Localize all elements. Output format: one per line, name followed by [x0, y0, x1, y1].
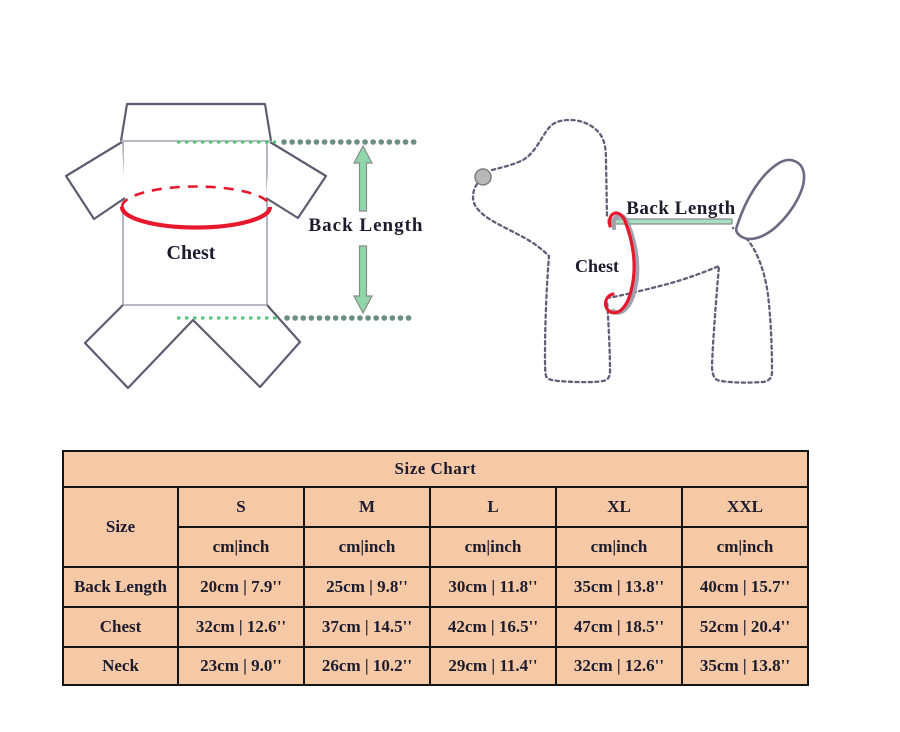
cell-chest-s: 32cm | 12.6'' — [177, 606, 305, 648]
unit-header: cm|inch — [177, 526, 305, 568]
dog-diagram: Chest Back Length — [471, 118, 806, 384]
dog-outline — [471, 118, 774, 384]
size-chart-title: Size Chart — [62, 450, 809, 488]
garment-right-sleeve — [265, 141, 328, 220]
cell-back-length-m: 25cm | 9.8'' — [303, 566, 431, 608]
column-header-m: M — [303, 486, 431, 528]
cell-neck-l: 29cm | 11.4'' — [429, 646, 557, 686]
back-length-arrow-down-icon — [353, 245, 373, 315]
unit-header: cm|inch — [303, 526, 431, 568]
chest-ellipse-dashed-top — [120, 185, 272, 208]
dog-back-length-label: Back Length — [626, 198, 736, 219]
garment-left-sleeve — [64, 141, 126, 221]
chest-strap-shadow — [610, 213, 640, 315]
chest-ellipse-solid-bottom — [119, 206, 273, 230]
column-header-s: S — [177, 486, 305, 528]
column-header-xl: XL — [555, 486, 683, 528]
row-label-neck: Neck — [62, 646, 179, 686]
cell-back-length-l: 30cm | 11.8'' — [429, 566, 557, 608]
back-length-arrow-up-icon — [353, 144, 373, 212]
row-label-back-length: Back Length — [62, 566, 179, 608]
cell-neck-xxl: 35cm | 13.8'' — [681, 646, 809, 686]
cell-chest-m: 37cm | 14.5'' — [303, 606, 431, 648]
column-header-xxl: XXL — [681, 486, 809, 528]
table-row: Neck 23cm | 9.0'' 26cm | 10.2'' 29cm | 1… — [62, 646, 809, 686]
garment-diagram: Chest Back Length — [64, 102, 424, 390]
garment-legs — [83, 304, 302, 390]
unit-header: cm|inch — [555, 526, 683, 568]
dog-chest-label: Chest — [575, 256, 619, 276]
cell-back-length-xxl: 40cm | 15.7'' — [681, 566, 809, 608]
size-corner-header: Size — [62, 486, 179, 568]
size-chart-table: Size Chart Size S M L XL XXL cm|inch cm|… — [62, 450, 809, 686]
cell-neck-s: 23cm | 9.0'' — [177, 646, 305, 686]
cell-neck-xl: 32cm | 12.6'' — [555, 646, 683, 686]
cell-neck-m: 26cm | 10.2'' — [303, 646, 431, 686]
dog-tail — [734, 158, 806, 241]
cell-chest-l: 42cm | 16.5'' — [429, 606, 557, 648]
row-label-chest: Chest — [62, 606, 179, 648]
garment-back-length-label: Back Length — [309, 215, 424, 236]
cell-back-length-xl: 35cm | 13.8'' — [555, 566, 683, 608]
chest-strap-red-curve — [603, 211, 636, 315]
garment-collar — [119, 102, 273, 142]
cell-back-length-s: 20cm | 7.9'' — [177, 566, 305, 608]
unit-header: cm|inch — [429, 526, 557, 568]
table-row: Chest 32cm | 12.6'' 37cm | 14.5'' 42cm |… — [62, 606, 809, 648]
cell-chest-xl: 47cm | 18.5'' — [555, 606, 683, 648]
measurement-diagrams: Chest Back Length Chest Back Length — [64, 102, 806, 390]
dog-nose — [474, 168, 492, 186]
garment-chest-label: Chest — [167, 242, 216, 264]
table-row: Back Length 20cm | 7.9'' 25cm | 9.8'' 30… — [62, 566, 809, 608]
unit-header: cm|inch — [681, 526, 809, 568]
cell-chest-xxl: 52cm | 20.4'' — [681, 606, 809, 648]
column-header-l: L — [429, 486, 557, 528]
